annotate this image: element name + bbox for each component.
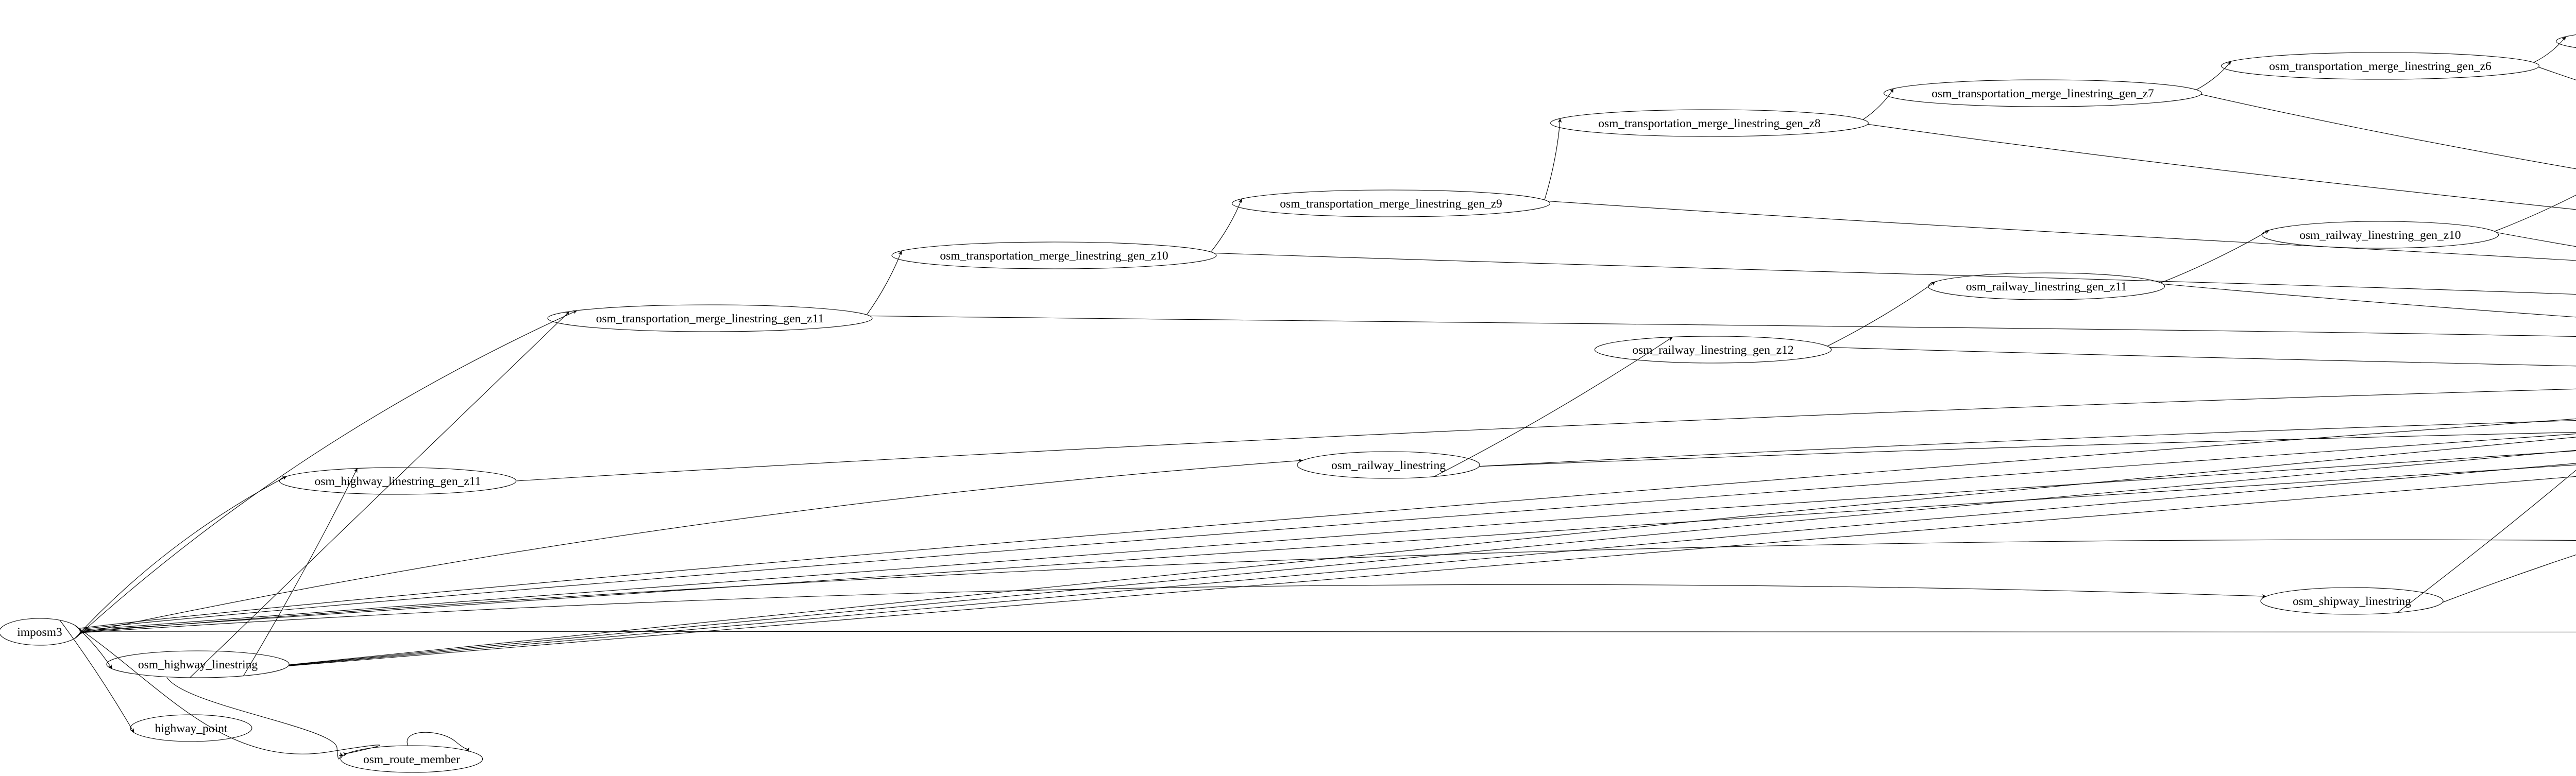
svg-text:osm_transportation_merge_lines: osm_transportation_merge_linestring_gen_…: [940, 249, 1168, 263]
svg-text:osm_transportation_merge_lines: osm_transportation_merge_linestring_gen_…: [1931, 87, 2154, 100]
svg-text:osm_railway_linestring: osm_railway_linestring: [1331, 459, 1446, 472]
svg-text:osm_transportation_merge_lines: osm_transportation_merge_linestring_gen_…: [2269, 60, 2492, 73]
svg-text:osm_railway_linestring_gen_z11: osm_railway_linestring_gen_z11: [1966, 280, 2127, 294]
svg-text:osm_highway_linestring: osm_highway_linestring: [138, 658, 258, 671]
svg-text:osm_shipway_linestring: osm_shipway_linestring: [2293, 595, 2411, 608]
svg-text:osm_transportation_merge_lines: osm_transportation_merge_linestring_gen_…: [596, 312, 824, 325]
svg-text:osm_transportation_merge_lines: osm_transportation_merge_linestring_gen_…: [1598, 117, 1821, 130]
svg-text:highway_point: highway_point: [155, 722, 228, 735]
svg-text:imposm3: imposm3: [17, 626, 62, 639]
svg-text:osm_route_member: osm_route_member: [363, 753, 460, 766]
svg-text:osm_transportation_merge_lines: osm_transportation_merge_linestring_gen_…: [1280, 197, 1502, 211]
svg-text:osm_railway_linestring_gen_z12: osm_railway_linestring_gen_z12: [1632, 343, 1793, 357]
svg-text:osm_highway_linestring_gen_z11: osm_highway_linestring_gen_z11: [315, 475, 481, 488]
svg-text:osm_railway_linestring_gen_z10: osm_railway_linestring_gen_z10: [2299, 229, 2461, 242]
